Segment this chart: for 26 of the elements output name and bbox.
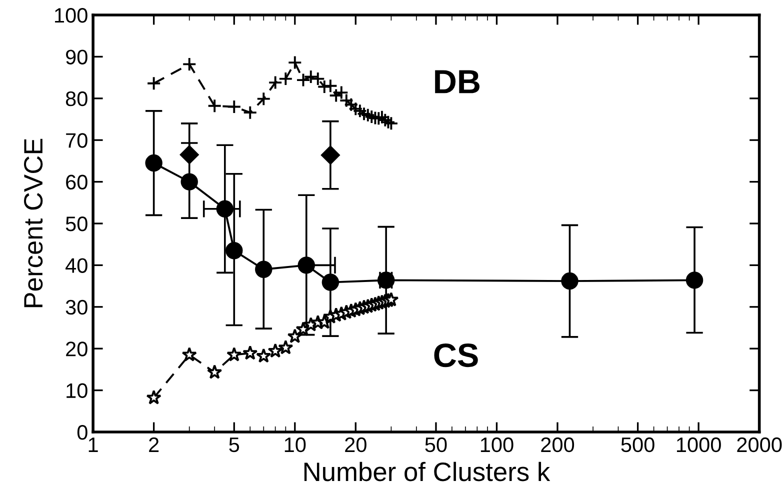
y-tick-label: 50 [66, 216, 88, 232]
x-tick-label: 1 [88, 438, 98, 452]
y-tick-label: 10 [66, 383, 88, 398]
x-tick-label: 1000 [676, 437, 721, 452]
x-axis-title: Number of Clusters k [304, 462, 550, 482]
series-label: CS [434, 343, 478, 368]
y-tick-label: 0 [77, 425, 88, 440]
y-tick-label: 80 [66, 91, 88, 106]
y-tick-label: 20 [66, 342, 88, 356]
x-tick-label: 2 [149, 437, 159, 452]
x-tick-label: 2000 [737, 437, 782, 452]
x-tick-label: 500 [621, 437, 654, 452]
y-tick-label: 40 [66, 258, 88, 273]
y-tick-label: 70 [66, 133, 88, 148]
series-label: DB [435, 70, 480, 94]
x-tick-label: 20 [345, 437, 366, 452]
y-tick-label: 30 [66, 300, 88, 315]
y-axis-title: Percent CVCE [24, 138, 43, 308]
x-tick-label: 10 [284, 437, 306, 452]
y-tick-label: 60 [66, 174, 88, 190]
x-tick-label: 50 [425, 437, 447, 452]
x-tick-label: 100 [480, 437, 514, 452]
x-tick-label: 5 [229, 438, 240, 452]
x-tick-label: 200 [541, 437, 574, 452]
y-tick-label: 90 [66, 50, 88, 64]
y-tick-label: 100 [55, 8, 88, 23]
